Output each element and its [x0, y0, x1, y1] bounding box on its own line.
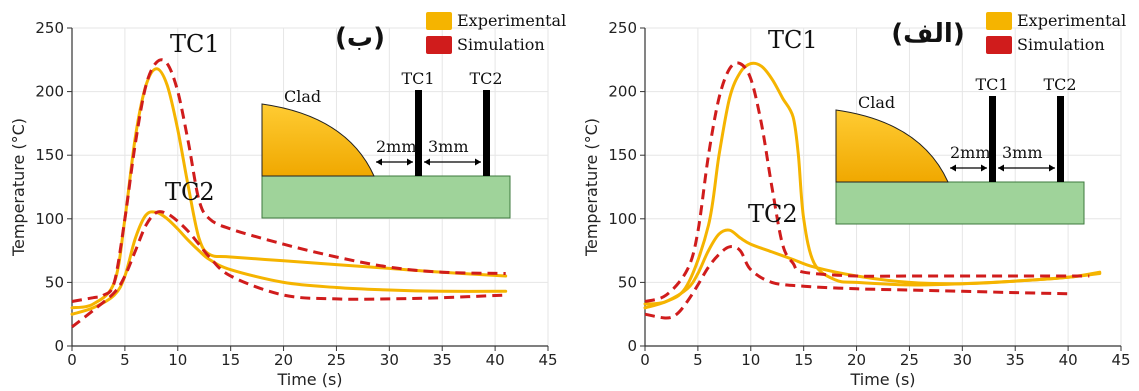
legend-swatch-experimental	[986, 12, 1012, 30]
legend-label-simulation: Simulation	[457, 35, 545, 54]
thermocouple-tc2	[1057, 96, 1064, 182]
x-tick-label: 10	[168, 351, 187, 369]
x-tick-label: 40	[486, 351, 505, 369]
gap-2mm-arrow	[950, 164, 987, 172]
y-tick-label: 250	[608, 19, 637, 37]
gap-3mm-label: 3mm	[1002, 143, 1043, 162]
x-tick-label: 20	[847, 351, 866, 369]
x-tick-label: 20	[274, 351, 293, 369]
x-tick-label: 25	[900, 351, 919, 369]
x-tick-label: 40	[1059, 351, 1078, 369]
tc1-annotation: TC1	[768, 26, 818, 54]
legend-label-simulation: Simulation	[1017, 35, 1105, 54]
gap-2mm-arrow	[376, 158, 413, 166]
x-tick-label: 30	[380, 351, 399, 369]
x-tick-label: 0	[640, 351, 650, 369]
legend-label-experimental: Experimental	[1017, 11, 1126, 30]
simulation-series-tc2	[644, 245, 1069, 320]
y-tick-label: 150	[35, 146, 64, 164]
simulation-series-tc2	[71, 210, 506, 329]
y-tick-label: 100	[35, 210, 64, 228]
tc2-annotation: TC2	[748, 200, 798, 228]
simulation-series-tc1	[71, 58, 506, 303]
legend-swatch-simulation	[426, 36, 452, 54]
gap-3mm-arrow	[998, 164, 1055, 172]
legend-label-experimental: Experimental	[457, 11, 566, 30]
chart-panel-right: 0 5 10 15 20 25 30 35 40 45 0 50 100 150 200 250 Time (s…	[582, 11, 1131, 389]
y-tick-label: 0	[54, 337, 64, 355]
x-tick-label: 0	[67, 351, 77, 369]
clad-shape	[835, 109, 949, 183]
substrate-block	[261, 175, 511, 219]
x-tick-label: 5	[693, 351, 703, 369]
y-tick-label: 150	[608, 146, 637, 164]
substrate-block	[835, 181, 1085, 225]
legend: Experimental Simulation	[986, 11, 1126, 54]
y-tick-label: 50	[45, 273, 64, 291]
x-tick-label: 5	[120, 351, 130, 369]
gap-3mm-arrow	[424, 158, 481, 166]
x-tick-label: 25	[327, 351, 346, 369]
simulation-series-tc1	[644, 61, 1090, 303]
experimental-series-tc2	[643, 228, 1102, 310]
y-tick-label: 100	[608, 210, 637, 228]
panel-label: (الف)	[891, 19, 964, 49]
y-tick-label: 0	[627, 337, 637, 355]
gap-2mm-label: 2mm	[376, 137, 417, 156]
legend: Experimental Simulation	[426, 11, 566, 54]
legend-swatch-simulation	[986, 36, 1012, 54]
thermocouple-tc1	[989, 96, 996, 182]
panel-label: (ب)	[335, 23, 385, 53]
inset-schematic: Clad TC1 TC2 2mm 3mm	[261, 69, 511, 219]
y-axis-label: Temperature (°C)	[582, 118, 601, 257]
y-tick-label: 50	[618, 273, 637, 291]
x-tick-label: 15	[794, 351, 813, 369]
gap-3mm-label: 3mm	[428, 137, 469, 156]
y-tick-label: 200	[608, 83, 637, 101]
inset-tc1-label: TC1	[975, 75, 1008, 94]
x-axis-label: Time (s)	[276, 370, 342, 389]
x-tick-label: 35	[1006, 351, 1025, 369]
clad-shape	[261, 103, 375, 177]
inset-tc1-label: TC1	[401, 69, 434, 88]
x-tick-label: 45	[538, 351, 557, 369]
tc2-annotation: TC2	[165, 178, 215, 206]
x-axis-label: Time (s)	[849, 370, 915, 389]
series-group	[70, 58, 508, 329]
x-tick-label: 45	[1111, 351, 1130, 369]
gap-2mm-label: 2mm	[950, 143, 991, 162]
x-tick-label: 35	[433, 351, 452, 369]
tc1-annotation: TC1	[170, 30, 220, 58]
inset-tc2-label: TC2	[1043, 75, 1076, 94]
y-tick-label: 200	[35, 83, 64, 101]
inset-schematic: Clad TC1 TC2 2mm 3mm	[835, 75, 1085, 225]
chart-panel-left: 0 5 10 15 20 25 30 35 40 45 0 50 100 150 200 250 Time (s…	[9, 11, 566, 389]
thermocouple-tc1	[415, 90, 422, 176]
y-axis-label: Temperature (°C)	[9, 118, 28, 257]
series-group	[643, 61, 1102, 320]
x-tick-label: 30	[953, 351, 972, 369]
x-tick-label: 10	[741, 351, 760, 369]
y-tick-label: 250	[35, 19, 64, 37]
clad-label: Clad	[284, 87, 321, 106]
x-tick-label: 15	[221, 351, 240, 369]
clad-label: Clad	[858, 93, 895, 112]
inset-tc2-label: TC2	[469, 69, 502, 88]
thermocouple-tc2	[483, 90, 490, 176]
legend-swatch-experimental	[426, 12, 452, 30]
experimental-series-tc2	[70, 210, 508, 316]
